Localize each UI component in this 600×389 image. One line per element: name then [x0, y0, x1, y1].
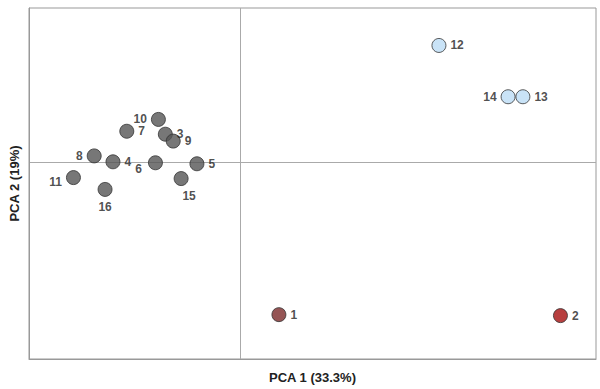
svg-text:13: 13 — [534, 90, 548, 104]
svg-text:3: 3 — [177, 127, 184, 141]
svg-text:14: 14 — [483, 90, 497, 104]
svg-text:PCA 1 (33.3%): PCA 1 (33.3%) — [269, 370, 356, 385]
svg-text:6: 6 — [135, 162, 142, 176]
svg-text:7: 7 — [138, 124, 145, 139]
svg-text:11: 11 — [49, 175, 62, 189]
svg-text:5: 5 — [208, 157, 215, 171]
svg-text:PCA 2 (19%): PCA 2 (19%) — [7, 145, 22, 221]
svg-text:15: 15 — [182, 189, 196, 203]
svg-text:16: 16 — [98, 200, 112, 214]
svg-text:12: 12 — [450, 38, 464, 52]
svg-text:4: 4 — [124, 155, 131, 169]
svg-text:10: 10 — [134, 112, 148, 126]
svg-text:8: 8 — [76, 149, 83, 163]
svg-text:1: 1 — [290, 308, 297, 322]
svg-text:9: 9 — [185, 134, 192, 148]
svg-text:2: 2 — [572, 309, 579, 323]
